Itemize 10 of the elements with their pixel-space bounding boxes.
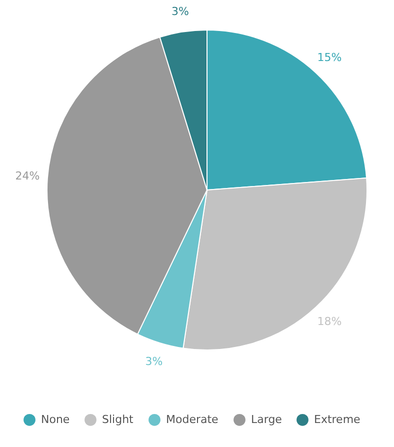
data-label: 3% — [145, 355, 163, 368]
legend-label: Slight — [102, 412, 134, 426]
legend-label: Large — [251, 412, 282, 426]
legend-label: Extreme — [314, 412, 361, 426]
data-label: 18% — [317, 314, 342, 328]
legend-label: Moderate — [166, 412, 219, 426]
data-label: 15% — [317, 51, 342, 64]
data-label: 24% — [15, 170, 40, 183]
legend-label: None — [41, 412, 70, 426]
data-label: 3% — [171, 5, 189, 18]
